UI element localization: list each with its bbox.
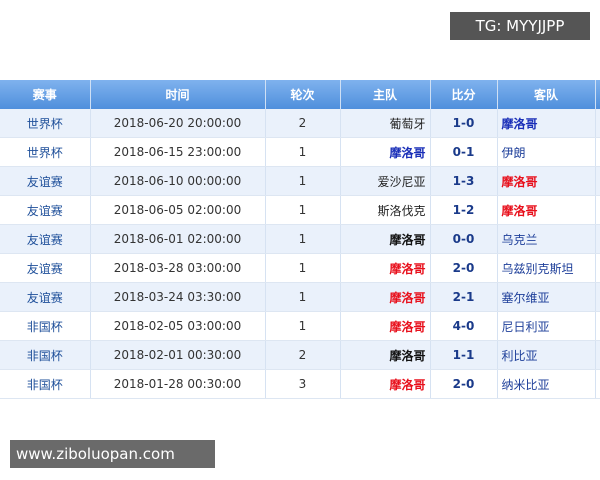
score-cell: 2-0 [430,369,498,399]
home-cell: 爱沙尼亚 [340,166,431,196]
empty-cell [595,340,600,370]
time-cell: 2018-01-28 00:30:00 [90,369,266,399]
away-cell: 摩洛哥 [497,195,596,225]
table-row: 友谊赛 2018-03-24 03:30:00 1 摩洛哥 2-1 塞尔维亚 [0,282,600,312]
match-table: 赛事 时间 轮次 主队 比分 客队 世界杯 2018-06-20 20:00:00 2 葡萄牙 1… [0,80,600,399]
round-cell: 2 [265,340,341,370]
empty-cell [595,369,600,399]
score-cell: 0-1 [430,137,498,167]
table-row: 非国杯 2018-02-01 00:30:00 2 摩洛哥 1-1 利比亚 [0,340,600,370]
comp-cell: 友谊赛 [0,224,91,254]
table-row: 世界杯 2018-06-20 20:00:00 2 葡萄牙 1-0 摩洛哥 [0,109,600,138]
time-cell: 2018-06-20 20:00:00 [90,109,266,138]
table-row: 友谊赛 2018-06-10 00:00:00 1 爱沙尼亚 1-3 摩洛哥 [0,166,600,196]
home-cell: 摩洛哥 [340,369,431,399]
away-cell: 摩洛哥 [497,166,596,196]
table-row: 友谊赛 2018-06-01 02:00:00 1 摩洛哥 0-0 乌克兰 [0,224,600,254]
comp-cell: 友谊赛 [0,195,91,225]
table-row: 非国杯 2018-02-05 03:00:00 1 摩洛哥 4-0 尼日利亚 [0,311,600,341]
away-cell: 乌克兰 [497,224,596,254]
time-cell: 2018-03-24 03:30:00 [90,282,266,312]
away-cell: 伊朗 [497,137,596,167]
column-header [595,80,600,109]
round-cell: 1 [265,195,341,225]
time-cell: 2018-06-01 02:00:00 [90,224,266,254]
away-cell: 摩洛哥 [497,109,596,138]
home-cell: 摩洛哥 [340,253,431,283]
empty-cell [595,195,600,225]
score-cell: 1-2 [430,195,498,225]
time-cell: 2018-02-05 03:00:00 [90,311,266,341]
time-cell: 2018-06-15 23:00:00 [90,137,266,167]
comp-cell: 友谊赛 [0,282,91,312]
comp-cell: 非国杯 [0,369,91,399]
round-cell: 1 [265,137,341,167]
column-header: 比分 [430,80,498,109]
table-row: 世界杯 2018-06-15 23:00:00 1 摩洛哥 0-1 伊朗 [0,137,600,167]
comp-cell: 友谊赛 [0,166,91,196]
time-cell: 2018-02-01 00:30:00 [90,340,266,370]
column-header: 轮次 [265,80,341,109]
table-row: 非国杯 2018-01-28 00:30:00 3 摩洛哥 2-0 纳米比亚 [0,369,600,399]
home-cell: 摩洛哥 [340,340,431,370]
empty-cell [595,311,600,341]
home-cell: 葡萄牙 [340,109,431,138]
round-cell: 1 [265,224,341,254]
table-row: 友谊赛 2018-06-05 02:00:00 1 斯洛伐克 1-2 摩洛哥 [0,195,600,225]
empty-cell [595,137,600,167]
score-cell: 1-3 [430,166,498,196]
header-row: 赛事 时间 轮次 主队 比分 客队 [0,80,600,109]
empty-cell [595,224,600,254]
column-header: 时间 [90,80,266,109]
score-cell: 1-0 [430,109,498,138]
empty-cell [595,253,600,283]
time-cell: 2018-06-05 02:00:00 [90,195,266,225]
round-cell: 1 [265,311,341,341]
comp-cell: 世界杯 [0,137,91,167]
home-cell: 摩洛哥 [340,311,431,341]
empty-cell [595,282,600,312]
round-cell: 1 [265,166,341,196]
comp-cell: 友谊赛 [0,253,91,283]
away-cell: 纳米比亚 [497,369,596,399]
away-cell: 利比亚 [497,340,596,370]
home-cell: 摩洛哥 [340,282,431,312]
empty-cell [595,166,600,196]
home-cell: 摩洛哥 [340,224,431,254]
column-header: 主队 [340,80,431,109]
score-cell: 4-0 [430,311,498,341]
watermark: www.ziboluopan.com [10,440,215,468]
table-row: 友谊赛 2018-03-28 03:00:00 1 摩洛哥 2-0 乌兹别克斯坦 [0,253,600,283]
home-cell: 斯洛伐克 [340,195,431,225]
watermark: TG: MYYJJPP [450,12,590,40]
home-cell: 摩洛哥 [340,137,431,167]
column-header: 客队 [497,80,596,109]
away-cell: 尼日利亚 [497,311,596,341]
empty-cell [595,109,600,138]
score-cell: 2-0 [430,253,498,283]
round-cell: 3 [265,369,341,399]
comp-cell: 世界杯 [0,109,91,138]
table-body: 世界杯 2018-06-20 20:00:00 2 葡萄牙 1-0 摩洛哥 世界杯 2018-… [0,109,600,399]
round-cell: 1 [265,282,341,312]
comp-cell: 非国杯 [0,311,91,341]
score-cell: 1-1 [430,340,498,370]
score-cell: 2-1 [430,282,498,312]
round-cell: 2 [265,109,341,138]
time-cell: 2018-03-28 03:00:00 [90,253,266,283]
time-cell: 2018-06-10 00:00:00 [90,166,266,196]
away-cell: 乌兹别克斯坦 [497,253,596,283]
score-cell: 0-0 [430,224,498,254]
comp-cell: 非国杯 [0,340,91,370]
away-cell: 塞尔维亚 [497,282,596,312]
round-cell: 1 [265,253,341,283]
column-header: 赛事 [0,80,91,109]
